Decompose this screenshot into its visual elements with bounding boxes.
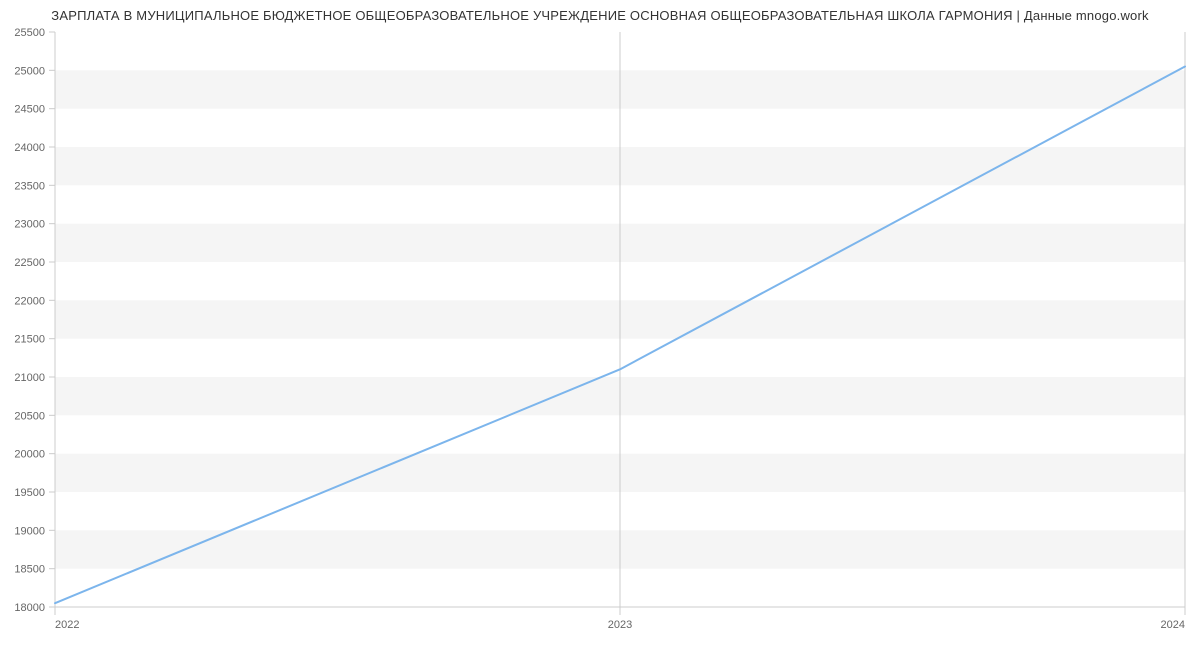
- svg-text:25000: 25000: [14, 65, 45, 77]
- svg-text:20000: 20000: [14, 449, 45, 461]
- salary-line-chart: ЗАРПЛАТА В МУНИЦИПАЛЬНОЕ БЮДЖЕТНОЕ ОБЩЕО…: [0, 0, 1200, 650]
- svg-text:23500: 23500: [14, 180, 45, 192]
- svg-text:2024: 2024: [1161, 619, 1185, 631]
- svg-text:19000: 19000: [14, 525, 45, 537]
- svg-text:24500: 24500: [14, 104, 45, 116]
- svg-text:22000: 22000: [14, 295, 45, 307]
- svg-text:18500: 18500: [14, 564, 45, 576]
- svg-text:20500: 20500: [14, 410, 45, 422]
- svg-text:22500: 22500: [14, 257, 45, 269]
- svg-text:21500: 21500: [14, 334, 45, 346]
- svg-text:18000: 18000: [14, 602, 45, 614]
- svg-text:19500: 19500: [14, 487, 45, 499]
- svg-text:2023: 2023: [608, 619, 632, 631]
- chart-svg: 18000 18500 19000 19500 20000 20500 21000 21500…: [0, 0, 1200, 650]
- svg-text:24000: 24000: [14, 142, 45, 154]
- svg-text:21000: 21000: [14, 372, 45, 384]
- svg-text:23000: 23000: [14, 219, 45, 231]
- svg-text:25500: 25500: [14, 27, 45, 39]
- svg-text:2022: 2022: [55, 619, 79, 631]
